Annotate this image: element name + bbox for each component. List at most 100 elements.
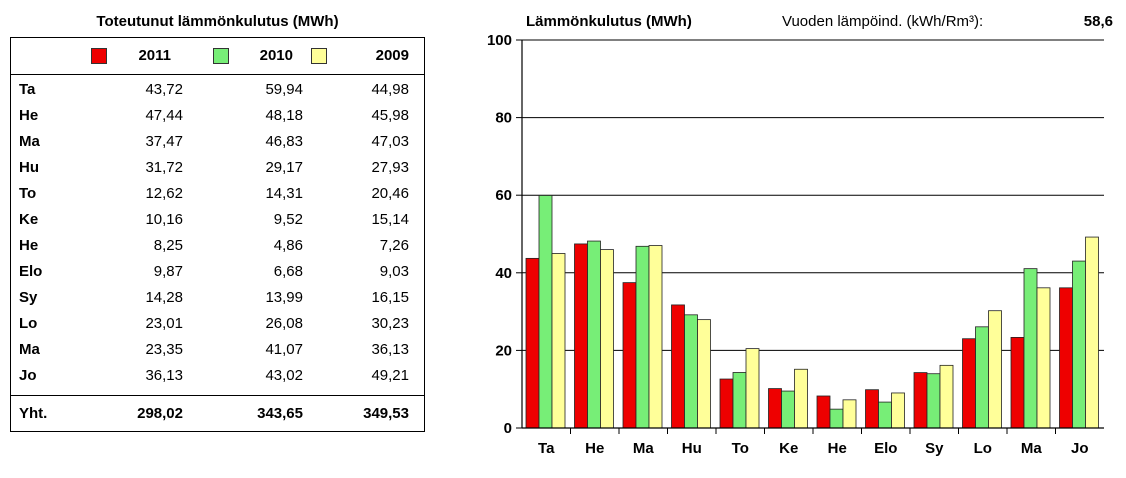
table-row: Lo 23,01 26,08 30,23 (11, 311, 424, 337)
value-2009: 7,26 (379, 237, 409, 254)
bar-2011 (1010, 337, 1025, 429)
value-2010: 29,17 (265, 159, 303, 176)
value-2011: 43,72 (145, 81, 183, 98)
value-2011: 37,47 (145, 133, 183, 150)
bar-2011 (622, 282, 637, 429)
value-2011: 23,01 (145, 315, 183, 332)
consumption-table: 2011 2010 2009 Ta 43,72 59,94 44,98 He 4… (10, 37, 425, 432)
bar-2011 (913, 372, 928, 429)
y-tick-label: 60 (495, 187, 512, 204)
y-tick-label: 0 (504, 420, 512, 437)
x-tick-label: He (585, 440, 604, 457)
table-row: Hu 31,72 29,17 27,93 (11, 155, 424, 181)
bar-2010 (1072, 260, 1086, 429)
bar-2009 (939, 364, 954, 429)
year-2011: 2011 (138, 47, 171, 64)
bar-2009 (1036, 287, 1051, 429)
year-2009: 2009 (375, 47, 409, 64)
bar-2010 (538, 195, 553, 429)
value-2010: 9,52 (273, 211, 303, 228)
bar-2010 (975, 326, 989, 429)
table-row: To 12,62 14,31 20,46 (11, 181, 424, 207)
total-2009: 349,53 (363, 405, 409, 422)
total-2011: 298,02 (137, 405, 183, 422)
value-2009: 15,14 (371, 211, 409, 228)
x-tick-label: Ma (633, 440, 654, 457)
value-2009: 30,23 (371, 315, 409, 332)
table-title: Toteutunut lämmönkulutus (MWh) (96, 13, 339, 30)
value-2010: 14,31 (265, 185, 303, 202)
month-cell: Jo (19, 367, 37, 384)
value-2010: 4,86 (273, 237, 303, 254)
table-row: Sy 14,28 13,99 16,15 (11, 285, 424, 311)
bar-2010 (829, 408, 844, 429)
bar-2009 (600, 249, 614, 429)
month-cell: He (19, 107, 39, 124)
bar-2010 (926, 373, 941, 429)
month-cell: He (19, 237, 39, 254)
bar-2010 (1023, 268, 1038, 429)
value-2009: 36,13 (371, 341, 409, 358)
bar-2009 (891, 392, 905, 429)
table-row: He 47,44 48,18 45,98 (11, 103, 424, 129)
bar-2011 (816, 395, 831, 429)
bar-2010 (587, 240, 601, 429)
month-cell: Hu (19, 159, 39, 176)
bar-2009 (842, 399, 857, 429)
value-2009: 27,93 (371, 159, 409, 176)
y-tick-label: 100 (487, 32, 512, 49)
table-row: Jo 36,13 43,02 49,21 (11, 363, 424, 389)
value-2009: 45,98 (371, 107, 409, 124)
y-tick-label: 40 (495, 265, 512, 282)
x-tick-label: Hu (682, 440, 702, 457)
bar-2010 (781, 390, 795, 429)
heat-index-value: 58,6 (1083, 13, 1113, 30)
month-cell: Lo (19, 315, 38, 332)
month-cell: Ma (19, 341, 40, 358)
value-2010: 59,94 (265, 81, 303, 98)
value-2011: 9,87 (153, 263, 183, 280)
value-2010: 43,02 (265, 367, 303, 384)
value-2010: 26,08 (265, 315, 303, 332)
x-tick-label: Sy (925, 440, 944, 457)
value-2011: 12,62 (145, 185, 183, 202)
table-row: Ma 37,47 46,83 47,03 (11, 129, 424, 155)
table-row: Elo 9,87 6,68 9,03 (11, 259, 424, 285)
x-tick-label: To (732, 440, 749, 457)
total-label: Yht. (19, 405, 48, 422)
x-tick-label: Jo (1071, 440, 1089, 457)
bar-2011 (865, 389, 879, 429)
value-2009: 9,03 (379, 263, 409, 280)
table-header: 2011 2010 2009 (11, 38, 424, 75)
y-tick-label: 20 (495, 342, 512, 359)
value-2011: 47,44 (145, 107, 183, 124)
month-cell: Elo (19, 263, 43, 280)
bar-2011 (671, 304, 685, 429)
value-2010: 41,07 (265, 341, 303, 358)
bar-2009 (794, 368, 808, 429)
bar-2009 (1085, 236, 1099, 429)
value-2010: 46,83 (265, 133, 303, 150)
month-cell: To (19, 185, 37, 202)
x-tick-label: He (828, 440, 847, 457)
swatch-2009 (311, 48, 327, 64)
month-cell: Sy (19, 289, 38, 306)
value-2011: 8,25 (153, 237, 183, 254)
value-2011: 23,35 (145, 341, 183, 358)
value-2009: 47,03 (371, 133, 409, 150)
table-row: Ta 43,72 59,94 44,98 (11, 77, 424, 103)
bar-2010 (635, 245, 650, 429)
table-row: He 8,25 4,86 7,26 (11, 233, 424, 259)
heat-index-label: Vuoden lämpöind. (kWh/Rm³): (782, 13, 984, 30)
bar-2011 (719, 378, 734, 429)
bar-2009 (648, 245, 663, 429)
value-2011: 14,28 (145, 289, 183, 306)
bar-2009 (551, 253, 566, 429)
year-2010: 2010 (259, 47, 293, 64)
x-tick-label: Elo (874, 440, 897, 457)
x-tick-label: Ke (779, 440, 798, 457)
x-tick-label: Ta (538, 440, 555, 457)
swatch-2011 (91, 48, 107, 64)
bar-2011 (962, 338, 976, 429)
